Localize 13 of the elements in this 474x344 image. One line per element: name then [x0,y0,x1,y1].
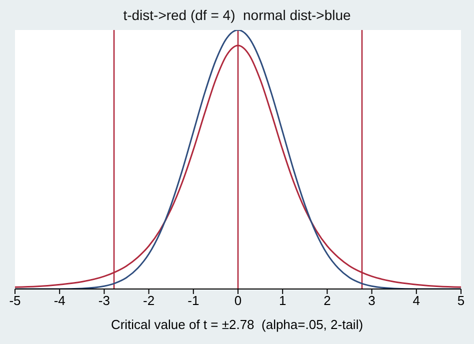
x-tick-label: -2 [143,293,155,308]
x-tick-label: -1 [188,293,200,308]
x-tick-label: 0 [234,293,242,308]
x-tick-label: 2 [324,293,331,308]
x-axis-title: Critical value of t = ±2.78 (alpha=.05, 2-tail) [110,317,364,332]
x-tick-label: 1 [278,293,286,308]
x-tick-label: 5 [457,293,465,308]
x-tick-label: 4 [412,293,420,308]
chart-title: t-dist->red (df = 4) normal dist->blue [122,7,352,23]
x-tick-label: -4 [54,293,66,308]
x-tick-label: -3 [98,293,110,308]
x-tick-label: -5 [9,293,21,308]
x-tick-label: 3 [368,293,376,308]
